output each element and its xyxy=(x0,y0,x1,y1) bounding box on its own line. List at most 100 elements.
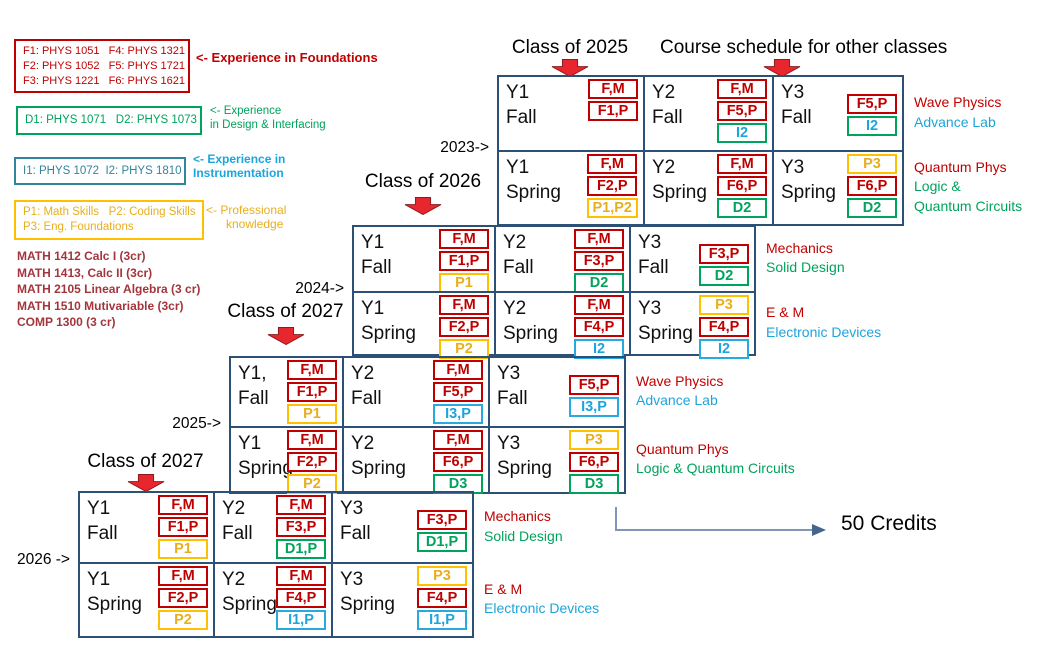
cell-label: Y2 Spring xyxy=(652,155,707,205)
cell-label-line: Spring xyxy=(340,594,395,616)
year-marker: 2026 -> xyxy=(16,551,70,568)
course-title-label: Mechanics xyxy=(484,508,551,524)
course-chip: F6,P xyxy=(847,176,897,196)
chip-stack: F,M F2,P P2 xyxy=(287,430,337,494)
course-chip: F3,P xyxy=(276,517,326,537)
cell-label-line: Y2 xyxy=(503,298,527,319)
course-chip: D1,P xyxy=(276,539,326,559)
legend-line: P1: Math Skills P2: Coding Skills xyxy=(23,206,196,218)
cell-label-line: Y2 xyxy=(652,82,676,103)
cell-label-line: Y3 xyxy=(497,363,521,384)
cell-label-line: Spring xyxy=(87,594,142,616)
math-course-item: MATH 1510 Mutivariable (3cr) xyxy=(17,298,184,313)
legend-line: D1: PHYS 1071 D2: PHYS 1073 xyxy=(25,114,197,126)
course-chip: D3 xyxy=(569,474,619,494)
course-chip: P2 xyxy=(158,610,208,630)
other-classes-header: Course schedule for other classes xyxy=(660,37,948,58)
course-chip: D2 xyxy=(699,266,749,286)
chip-stack: F,M F1,P P1 xyxy=(287,360,337,424)
course-chip: D3 xyxy=(433,474,483,494)
class-2026-header: Class of 2026 xyxy=(364,171,482,192)
cell-label-line: Y1 xyxy=(87,569,111,590)
legend-line: F3: PHYS 1221 F6: PHYS 1621 xyxy=(23,74,186,87)
course-chip: F,M xyxy=(287,360,337,380)
course-chip: P2 xyxy=(287,474,337,494)
year-marker: 2023-> xyxy=(440,139,489,156)
cell-label: Y2 Fall xyxy=(351,361,382,411)
class-2025-header: Class of 2025 xyxy=(511,37,629,58)
course-chip: P2 xyxy=(439,339,489,359)
cell-label: Y2 Spring xyxy=(222,567,277,617)
course-chip: F1,P xyxy=(287,382,337,402)
chip-stack: F,M F2,P P2 xyxy=(158,566,208,630)
course-chip: F6,P xyxy=(433,452,483,472)
cell-label: Y1 Spring xyxy=(506,155,561,205)
cell-y1-spring: Y1 Spring F,M F2,P P1,P2 xyxy=(497,150,645,226)
cell-y1-fall: Y1 Fall F,M F1,P P1 xyxy=(78,491,215,564)
foundations-legend-box: F1: PHYS 1051 F4: PHYS 1321 F2: PHYS 1052… xyxy=(14,39,190,93)
cell-y1-spring: Y1 Spring F,M F2,P P2 xyxy=(229,426,344,494)
chip-stack: F,M F2,P P1,P2 xyxy=(586,154,638,218)
cell-y3-fall: Y3 Fall F3,P D1,P xyxy=(331,491,474,564)
course-chip: F,M xyxy=(276,566,326,586)
course-chip: F5,P xyxy=(569,375,619,395)
cell-label: Y3 Spring xyxy=(340,567,395,617)
course-chip: P3 xyxy=(569,430,619,450)
credits-label: 50 Credits xyxy=(841,512,937,535)
down-arrow-icon xyxy=(551,59,589,78)
course-chip: D2 xyxy=(717,198,767,218)
professional-legend-box: P1: Math Skills P2: Coding Skills P3: Eng… xyxy=(14,200,204,240)
course-chip: F4,P xyxy=(276,588,326,608)
cell-label-line: Spring xyxy=(361,323,416,345)
math-course-item: MATH 1413, Calc II (3cr) xyxy=(17,265,153,280)
course-chip: F1,P xyxy=(439,251,489,271)
course-chip: F5,P xyxy=(433,382,483,402)
professional-legend-note: <- Professional knowledge xyxy=(206,203,286,231)
cell-y2-fall: Y2 Fall F,M F3,P D2 xyxy=(494,225,631,293)
chip-stack: F,M F6,P D3 xyxy=(433,430,483,494)
cell-label: Y1 Fall xyxy=(87,496,118,546)
course-title-label: Quantum Circuits xyxy=(914,197,1023,214)
cell-label-line: Y1 xyxy=(87,498,111,519)
cell-label: Y1 Spring xyxy=(238,431,293,481)
cell-label: Y2 Fall xyxy=(222,496,253,546)
chip-stack: P3 F6,P D3 xyxy=(569,430,619,494)
legend-note-line: <- Experience in xyxy=(193,152,286,166)
course-chip: F2,P xyxy=(287,452,337,472)
legend-line: P3: Eng. Foundations xyxy=(23,221,134,233)
cell-label-line: Fall xyxy=(351,388,382,410)
course-title-label: E & M xyxy=(766,304,805,320)
legend-line: F2: PHYS 1052 F5: PHYS 1721 xyxy=(23,59,186,72)
cell-label: Y3 Spring xyxy=(497,431,552,481)
course-chip: F,M xyxy=(574,229,624,249)
chip-stack: F,M F1,P P1 xyxy=(439,229,489,293)
cell-y3-fall: Y3 Fall F5,P I3,P xyxy=(488,356,626,428)
chip-stack: F,M F1,P P1 xyxy=(158,495,208,559)
cell-label-line: Y1 xyxy=(238,433,262,454)
course-chip: F3,P xyxy=(699,244,749,264)
cell-label: Y1 Spring xyxy=(361,296,416,346)
cell-y3-fall: Y3 Fall F5,P I2 xyxy=(772,75,904,152)
cell-label-line: Y1 xyxy=(506,82,530,103)
cell-label-line: Fall xyxy=(87,523,118,545)
class-2027-header: Class of 2027 xyxy=(227,301,344,322)
down-arrow-icon xyxy=(127,474,165,493)
cell-y1-fall: Y1 Fall F,M F1,P xyxy=(497,75,645,152)
course-chip: F,M xyxy=(439,229,489,249)
course-chip: F,M xyxy=(158,495,208,515)
math-course-item: MATH 1412 Calc I (3cr) xyxy=(17,249,146,263)
course-chip: P1 xyxy=(287,404,337,424)
down-arrow-icon xyxy=(267,327,305,346)
cell-label-line: Y2 xyxy=(652,157,676,178)
course-chip: I2 xyxy=(574,339,624,359)
course-chip: F5,P xyxy=(717,101,767,121)
cell-label-line: Spring xyxy=(503,323,558,345)
foundations-legend-note: <- Experience in Foundations xyxy=(196,51,378,65)
chip-stack: F,M F4,P I2 xyxy=(574,295,624,359)
cell-label-line: Fall xyxy=(361,257,392,279)
cell-label: Y1 Spring xyxy=(87,567,142,617)
course-chip: D2 xyxy=(847,198,897,218)
course-title-label: Logic & xyxy=(914,178,961,195)
course-title-labels: E & M Electronic Devices xyxy=(766,291,881,354)
cell-label-line: Y1, xyxy=(238,363,267,384)
